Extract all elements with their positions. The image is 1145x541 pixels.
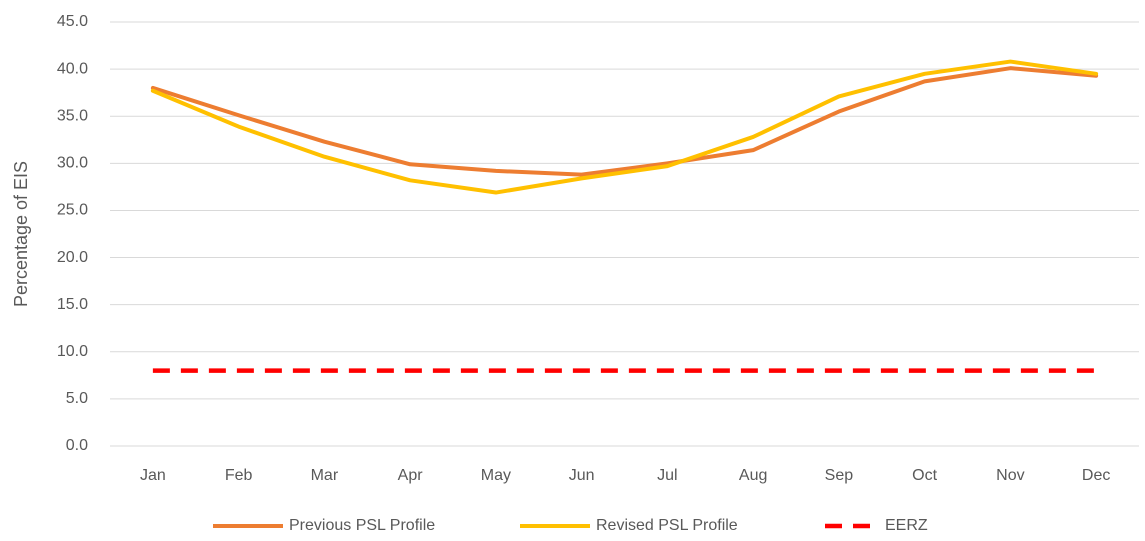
x-tick-label: Feb bbox=[225, 467, 253, 484]
x-tick-label: Aug bbox=[739, 467, 767, 484]
x-tick-label: Sep bbox=[825, 467, 854, 484]
x-tick-label: Dec bbox=[1082, 467, 1110, 484]
x-tick-label: Oct bbox=[912, 467, 937, 484]
x-tick-label: Nov bbox=[996, 467, 1024, 484]
x-tick-label: Mar bbox=[311, 467, 339, 484]
y-tick-label: 20.0 bbox=[57, 249, 88, 266]
legend-label: Previous PSL Profile bbox=[289, 517, 435, 534]
legend-label: Revised PSL Profile bbox=[596, 517, 738, 534]
x-tick-label: May bbox=[481, 467, 511, 484]
x-tick-label: Jul bbox=[657, 467, 677, 484]
y-tick-label: 15.0 bbox=[57, 296, 88, 313]
x-tick-label: Jan bbox=[140, 467, 166, 484]
x-tick-label: Apr bbox=[398, 467, 424, 484]
y-tick-label: 25.0 bbox=[57, 202, 88, 219]
y-tick-label: 35.0 bbox=[57, 107, 88, 124]
x-tick-label: Jun bbox=[569, 467, 595, 484]
y-tick-label: 10.0 bbox=[57, 343, 88, 360]
y-tick-label: 40.0 bbox=[57, 60, 88, 77]
y-tick-label: 30.0 bbox=[57, 155, 88, 172]
y-axis-label: Percentage of EIS bbox=[11, 161, 31, 307]
y-tick-label: 5.0 bbox=[66, 390, 88, 407]
series-line bbox=[150, 59, 1099, 195]
y-tick-label: 45.0 bbox=[57, 13, 88, 30]
y-tick-label: 0.0 bbox=[66, 437, 88, 454]
legend-label: EERZ bbox=[885, 517, 928, 534]
series-line bbox=[150, 66, 1099, 177]
